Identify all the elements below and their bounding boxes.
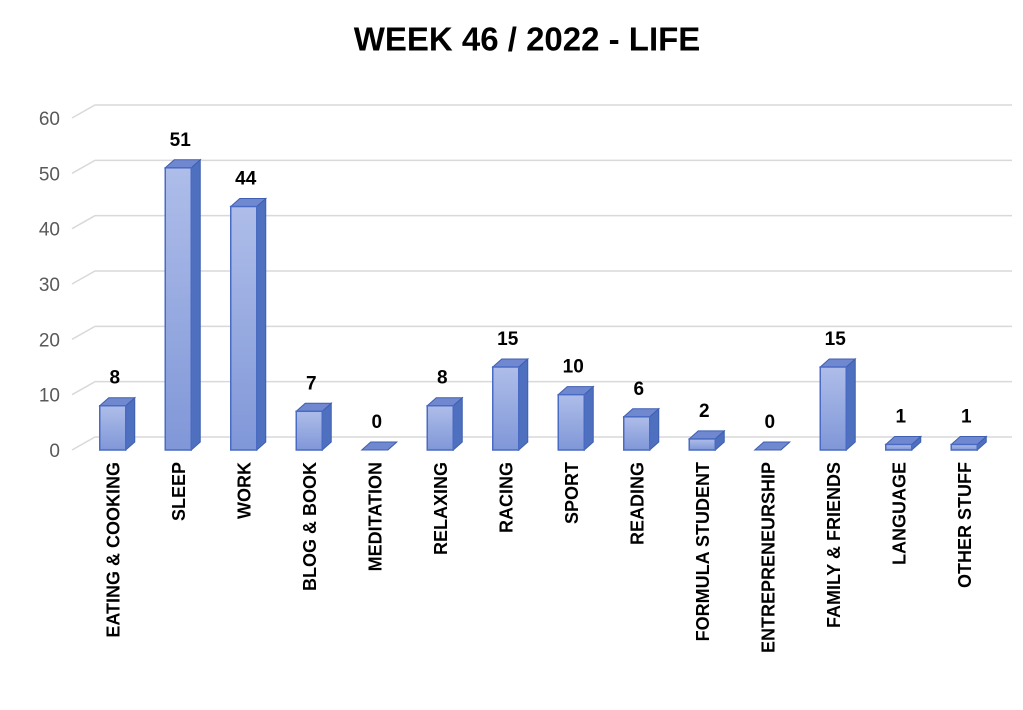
value-label: 0 [764, 412, 775, 433]
y-tick-label: 10 [39, 386, 60, 407]
bar-side [125, 396, 136, 452]
x-tick-label: FORMULA STUDENT [693, 462, 713, 641]
bar [884, 435, 923, 452]
bar-side [583, 385, 594, 452]
value-label: 1 [895, 406, 906, 427]
x-tick-label: READING [628, 462, 648, 545]
x-tick-label: RELAXING [431, 462, 451, 555]
y-tick-label: 20 [39, 330, 60, 351]
bar [622, 407, 661, 452]
value-label: 8 [437, 368, 448, 389]
value-label: 7 [306, 373, 317, 394]
value-label: 51 [170, 130, 192, 151]
grid-line [71, 159, 1012, 174]
bar-top [360, 441, 399, 451]
x-tick-label: MEDITATION [366, 462, 386, 571]
bar-front [230, 205, 258, 451]
x-tick-label: BLOG & BOOK [300, 462, 320, 591]
x-tick-label: SPORT [562, 462, 582, 524]
y-tick-label: 50 [39, 164, 60, 185]
bar-front [99, 404, 127, 451]
x-tick-label: LANGUAGE [890, 462, 910, 565]
bar-front [688, 438, 716, 451]
bar-side [452, 396, 463, 452]
y-tick-label: 60 [39, 109, 60, 130]
value-label: 44 [235, 169, 257, 190]
bar-side [518, 357, 529, 452]
bar [949, 435, 988, 452]
bar [491, 357, 530, 452]
bar [425, 396, 464, 452]
x-tick-label: FAMILY & FRIENDS [824, 462, 844, 628]
bar-front [426, 404, 454, 451]
value-label: 8 [109, 368, 120, 389]
bar [163, 158, 202, 452]
bar [556, 385, 595, 452]
bar-front [623, 416, 651, 451]
x-tick-label: RACING [497, 462, 517, 533]
x-tick-label: WORK [235, 462, 255, 519]
grid-line [71, 325, 1012, 340]
bar-front [295, 410, 323, 451]
value-label: 15 [825, 329, 847, 350]
bar-front [885, 443, 913, 451]
bar-front [164, 167, 192, 451]
bar-side [256, 197, 267, 452]
grid-line [71, 104, 1012, 119]
value-label: 2 [699, 401, 710, 422]
value-label: 10 [563, 357, 584, 378]
bar-front [950, 443, 978, 451]
bar [229, 197, 268, 452]
bar-top [753, 441, 792, 451]
x-tick-label: EATING & COOKING [104, 462, 124, 638]
value-label: 15 [497, 329, 519, 350]
chart-title: WEEK 46 / 2022 - LIFE [354, 21, 701, 58]
bar-side [190, 158, 201, 452]
bar-front [557, 393, 585, 451]
value-label: 1 [961, 406, 972, 427]
bar [360, 441, 399, 451]
bar [294, 402, 333, 452]
bar [687, 429, 726, 452]
grid-line [71, 214, 1012, 230]
grid-line [71, 270, 1012, 285]
grid-line [71, 380, 1012, 396]
x-tick-label: OTHER STUFF [955, 462, 975, 588]
bar-front [492, 366, 520, 451]
value-label: 6 [633, 379, 644, 400]
x-tick-label: ENTREPRENEURSHIP [759, 462, 779, 653]
grid-line [71, 436, 1012, 451]
bar-side [845, 357, 856, 452]
y-tick-label: 0 [49, 441, 60, 462]
y-tick-label: 30 [39, 275, 60, 296]
bar [753, 441, 792, 451]
value-label: 0 [371, 412, 382, 433]
bar-front [819, 366, 847, 451]
bar [98, 396, 137, 452]
x-tick-label: SLEEP [169, 462, 189, 521]
bar [818, 357, 857, 452]
y-tick-label: 40 [39, 220, 60, 241]
